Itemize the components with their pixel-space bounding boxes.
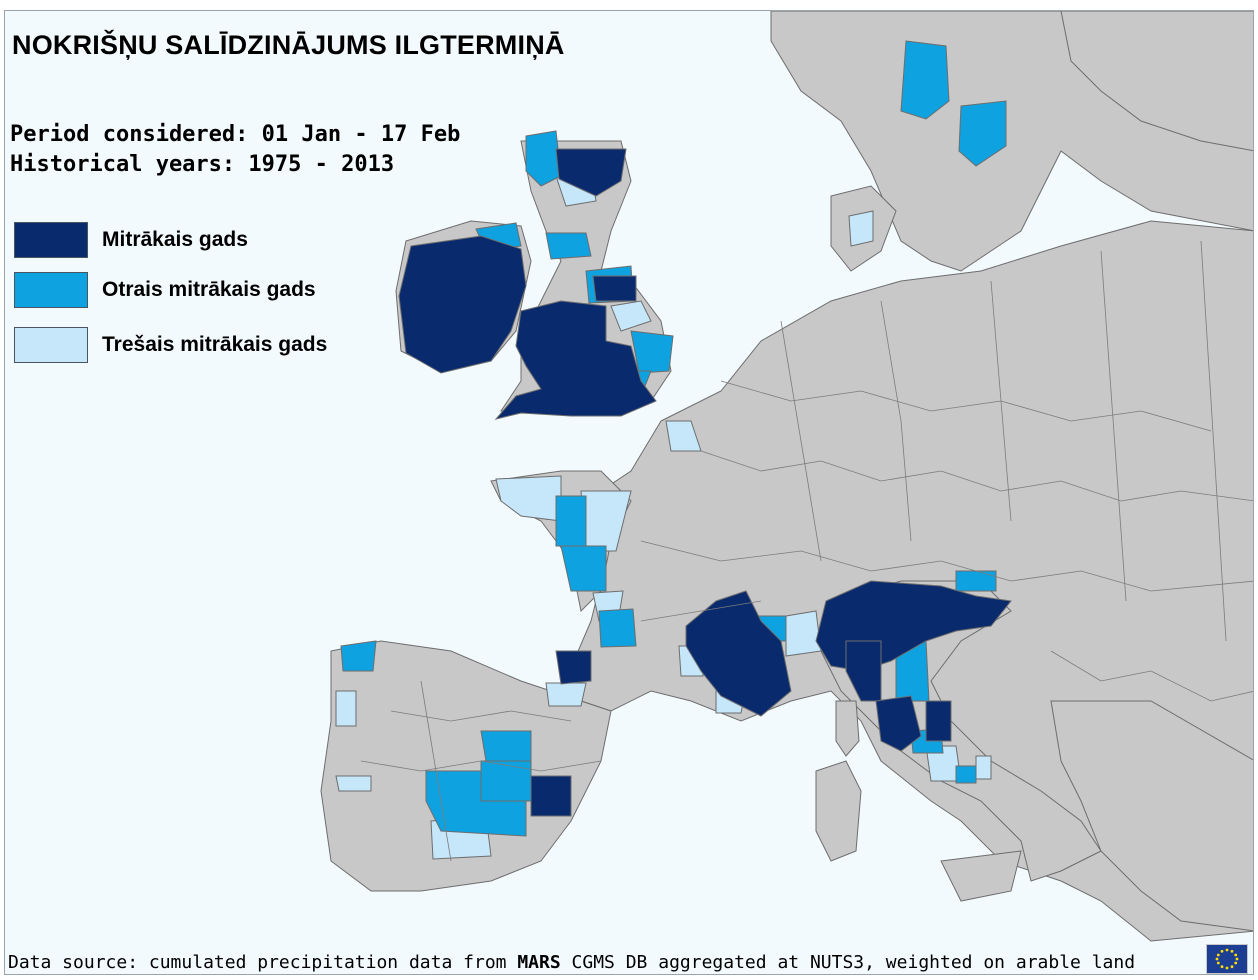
wettest-regions — [398, 148, 1012, 817]
region-wettest-cumbria — [592, 275, 637, 302]
region-second-asturias — [340, 640, 377, 672]
legend-swatch-second — [14, 272, 88, 308]
border-line — [390, 710, 572, 722]
footer-bold: MARS — [517, 952, 561, 973]
map-title: NOKRIŠŅU SALĪDZINĀJUMS ILGTERMIŅĀ — [12, 30, 565, 60]
region-wettest-wales-south-england — [494, 300, 657, 420]
region-third-denmark — [848, 210, 874, 247]
period-considered: Period considered: 01 Jan - 17 Feb — [10, 122, 461, 147]
region-sardinia — [815, 760, 862, 862]
region-second-sweden-east — [958, 100, 1007, 167]
region-iberia — [320, 640, 612, 892]
region-corsica — [835, 700, 860, 757]
border-line — [700, 450, 1253, 502]
border-line — [640, 600, 762, 622]
region-wettest-liguria — [845, 640, 882, 702]
region-third-galicia — [335, 690, 357, 727]
region-second-abruzzo — [955, 765, 977, 784]
region-wettest-toscana-south — [875, 695, 922, 752]
region-wettest-scotland — [555, 148, 627, 197]
border-line — [990, 280, 1012, 522]
region-second-brittany-east — [555, 495, 587, 547]
legend-swatch-third — [14, 327, 88, 363]
europe-precipitation-map — [320, 11, 1253, 942]
border-line — [1050, 650, 1253, 702]
border-line — [360, 760, 602, 772]
region-third-campania — [975, 755, 992, 780]
region-second-east-anglia — [630, 330, 674, 374]
region-third-navarra — [545, 682, 587, 707]
border-line — [1100, 250, 1127, 602]
historical-years: Historical years: 1975 - 2013 — [10, 152, 395, 177]
region-wettest-landes — [555, 650, 592, 685]
region-second-sweden-west — [900, 40, 950, 120]
region-second-vendee — [560, 545, 607, 592]
footer-suffix: CGMS DB aggregated at NUTS3, weighted on… — [560, 952, 1136, 973]
region-wettest-aragon — [530, 775, 572, 817]
legend-swatch-wettest — [14, 222, 88, 258]
region-sicily — [940, 850, 1022, 902]
border-line — [720, 380, 1212, 432]
eu-stars-icon — [1215, 948, 1239, 970]
border-line — [420, 680, 452, 862]
region-second-burgos — [480, 730, 532, 762]
border-line — [880, 300, 912, 542]
region-wettest-marche — [925, 700, 952, 742]
eu-logo — [1206, 944, 1248, 974]
map-area — [4, 10, 1254, 975]
region-third-brittany — [495, 475, 562, 522]
region-third-leon — [335, 775, 372, 792]
region-second-cuenca — [480, 760, 532, 802]
legend-label-wettest: Mitrākais gads — [102, 228, 248, 251]
region-second-scotland-west — [525, 130, 562, 187]
legend-label-second: Otrais mitrākais gads — [102, 278, 316, 301]
region-second-dordogne — [598, 608, 637, 648]
region-balkans — [1050, 700, 1253, 932]
data-source-footer: Data source: cumulated precipitation dat… — [8, 952, 1135, 973]
border-line — [640, 540, 1253, 592]
border-line — [1200, 240, 1227, 642]
region-wettest-ireland — [398, 235, 527, 374]
region-third-gb-south — [610, 300, 652, 332]
footer-prefix: Data source: cumulated precipitation dat… — [8, 952, 518, 973]
region-second-n-england — [545, 232, 592, 260]
region-wettest-massif — [685, 590, 792, 717]
legend-label-third: Trešais mitrākais gads — [102, 333, 328, 356]
region-third-alps — [785, 610, 822, 657]
nuts-border-lines — [360, 240, 1253, 862]
region-finland — [1060, 11, 1253, 152]
region-second-trentino — [955, 570, 997, 592]
border-line — [780, 320, 822, 562]
